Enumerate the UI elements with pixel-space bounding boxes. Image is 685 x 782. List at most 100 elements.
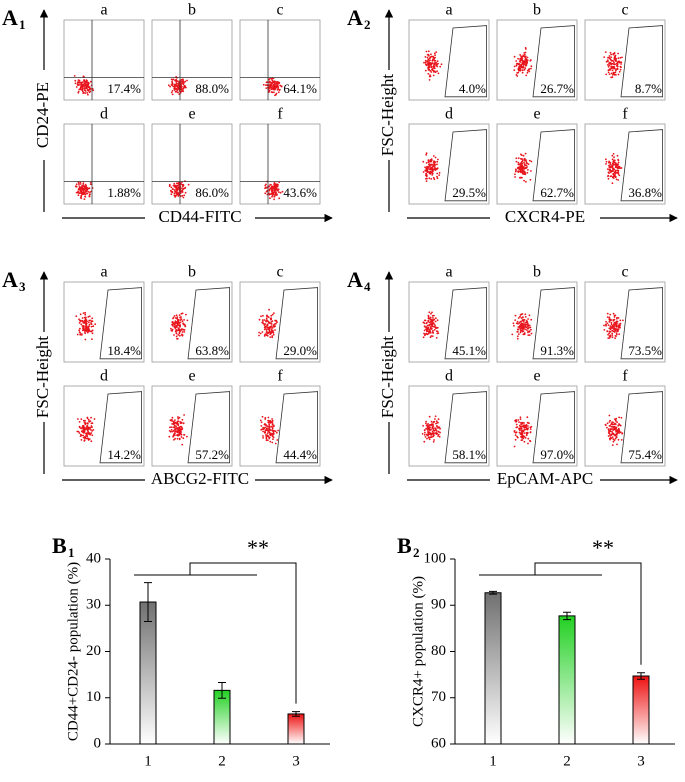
event-dot <box>84 191 86 194</box>
panel-label-sub: 2 <box>413 545 420 560</box>
event-dot <box>427 332 430 335</box>
event-dot <box>172 420 174 423</box>
event-dot <box>530 328 532 331</box>
event-dot <box>427 69 430 71</box>
event-dot <box>274 82 277 85</box>
event-dot <box>612 153 615 155</box>
event-dot <box>608 73 611 75</box>
subpanel-letter: f <box>622 368 628 385</box>
event-dot <box>608 421 611 423</box>
event-dot <box>77 191 80 194</box>
event-dot <box>82 182 85 185</box>
event-dot <box>612 330 615 332</box>
event-dot <box>610 72 613 75</box>
percent-label: 29.0% <box>283 343 317 358</box>
event-dot <box>81 317 84 319</box>
event-dot <box>269 333 272 335</box>
event-dot <box>612 60 615 62</box>
event-dot <box>177 318 179 321</box>
event-dot <box>85 185 88 188</box>
percent-label: 57.2% <box>195 447 229 462</box>
event-dot <box>178 331 181 334</box>
event-dot <box>272 325 275 328</box>
event-dot <box>276 189 279 191</box>
plot-box <box>63 123 145 205</box>
event-dot <box>527 425 529 427</box>
scatter-cloud <box>511 313 533 340</box>
event-dot <box>526 327 529 330</box>
event-dot <box>176 338 179 340</box>
event-dot <box>429 159 432 161</box>
event-dot <box>607 175 609 178</box>
event-dot <box>172 434 175 437</box>
event-dot <box>425 424 428 427</box>
event-dot <box>269 193 272 196</box>
event-dot <box>614 176 617 179</box>
percent-label: 18.4% <box>107 343 141 358</box>
event-dot <box>86 331 89 334</box>
event-dot <box>617 428 620 431</box>
event-dot <box>271 195 273 198</box>
event-dot <box>429 330 432 333</box>
percent-label: 43.6% <box>283 185 317 200</box>
event-dot <box>264 430 266 432</box>
event-dot <box>610 53 613 56</box>
event-dot <box>81 185 83 187</box>
y-axis-label: CD44+CD24- population (%) <box>65 562 81 741</box>
event-dot <box>77 194 80 197</box>
event-dot <box>605 160 608 163</box>
event-dot <box>617 317 620 319</box>
event-dot <box>608 425 611 427</box>
event-dot <box>520 436 523 439</box>
event-dot <box>276 439 279 441</box>
error-bar <box>563 611 571 621</box>
event-dot <box>274 325 276 328</box>
event-dot <box>431 324 434 327</box>
event-dot <box>611 158 614 161</box>
event-dot <box>265 317 268 320</box>
event-dot <box>607 60 609 63</box>
event-dot <box>172 426 175 429</box>
event-dot <box>271 327 274 329</box>
event-dot <box>177 320 180 323</box>
event-dot <box>511 333 514 336</box>
event-dot <box>615 165 617 168</box>
event-dot <box>91 422 94 425</box>
event-dot <box>271 87 274 90</box>
event-dot <box>432 330 434 332</box>
event-dot <box>603 324 605 327</box>
event-dot <box>617 424 620 427</box>
subpanel-letter: b <box>188 264 196 281</box>
event-dot <box>425 169 428 172</box>
event-dot <box>424 69 427 72</box>
event-dot <box>428 54 430 57</box>
event-dot <box>82 431 85 434</box>
event-dot <box>83 321 86 324</box>
event-dot <box>610 425 613 428</box>
event-dot <box>611 326 614 329</box>
event-dot <box>611 336 614 339</box>
event-dot <box>85 327 88 330</box>
event-dot <box>423 332 425 335</box>
event-dot <box>523 332 526 335</box>
event-dot <box>275 431 278 434</box>
event-dot <box>612 438 615 441</box>
event-dot <box>271 330 274 333</box>
event-dot <box>83 426 86 429</box>
event-dot <box>85 316 87 319</box>
event-dot <box>520 317 523 319</box>
event-dot <box>92 89 95 92</box>
x-tick-label: 2 <box>218 753 226 769</box>
event-dot <box>435 168 438 171</box>
event-dot <box>268 89 271 92</box>
event-dot <box>271 336 274 339</box>
event-dot <box>79 333 82 336</box>
event-dot <box>181 418 184 421</box>
event-dot <box>427 50 430 53</box>
event-dot <box>171 80 174 83</box>
event-dot <box>177 424 180 427</box>
panel-label: B <box>52 533 67 558</box>
event-dot <box>274 193 277 196</box>
event-dot <box>605 323 607 326</box>
